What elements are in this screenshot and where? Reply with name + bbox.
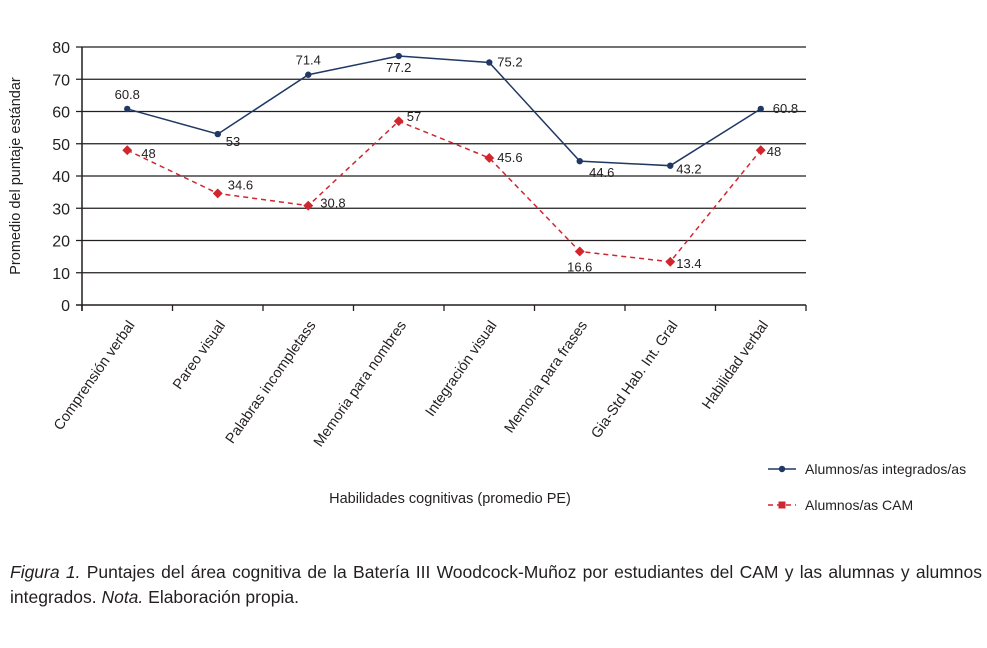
- data-label: 48: [141, 146, 155, 161]
- data-point: [395, 52, 402, 60]
- note-text: Elaboración propia.: [143, 587, 299, 607]
- data-point: [574, 246, 585, 257]
- data-point: [214, 130, 221, 138]
- data-label: 48: [767, 144, 781, 159]
- series-line-cam: [126, 120, 762, 263]
- y-tick-label: 40: [52, 169, 70, 186]
- data-label: 44.6: [589, 165, 614, 180]
- figure-label: Figura 1.: [10, 562, 81, 582]
- data-point: [757, 105, 764, 113]
- x-category-label: Palabras incompletass: [223, 318, 320, 447]
- x-category-label: Memoria para nombres: [311, 318, 410, 450]
- data-label: 43.2: [676, 162, 701, 177]
- data-point: [124, 105, 131, 113]
- x-category-label: Gia-Std Hab. Int. Gral: [588, 318, 681, 441]
- data-point: [665, 256, 676, 267]
- y-tick-label: 70: [52, 72, 70, 89]
- data-label: 53: [226, 134, 240, 149]
- caption-text: Puntajes del área cognitiva de la Baterí…: [10, 562, 983, 607]
- x-category-label: Comprensión verbal: [51, 318, 139, 433]
- y-tick-label: 20: [52, 234, 70, 251]
- data-point: [486, 59, 493, 66]
- data-label: 34.6: [228, 177, 253, 192]
- data-label: 71.4: [296, 53, 321, 68]
- note-label: Nota.: [101, 587, 144, 607]
- x-category-label: Integración visual: [423, 318, 501, 420]
- data-label: 75.2: [497, 54, 522, 69]
- figure-caption: Figura 1. Puntajes del área cognitiva de…: [10, 560, 982, 610]
- data-label: 60.8: [115, 87, 140, 102]
- data-label: 16.6: [567, 259, 592, 274]
- data-label: 45.6: [497, 150, 522, 165]
- legend-label: Alumnos/as CAM: [805, 497, 913, 513]
- y-tick-label: 0: [61, 298, 70, 315]
- data-label: 77.2: [386, 60, 411, 75]
- y-tick-label: 50: [52, 137, 70, 154]
- legend-label: Alumnos/as integrados/as: [805, 461, 966, 477]
- y-axis-title: Promedio del puntaje estándar: [8, 77, 24, 275]
- data-point: [576, 157, 583, 165]
- data-label: 13.4: [676, 256, 701, 271]
- data-point: [303, 200, 314, 211]
- x-category-label: Habilidad verbal: [699, 318, 772, 412]
- x-axis-title: Habilidades cognitivas (promedio PE): [329, 491, 571, 507]
- data-label: 57: [407, 109, 421, 124]
- x-category-label: Memoria para frases: [502, 318, 591, 436]
- data-point: [755, 145, 766, 156]
- data-label: 30.8: [320, 196, 345, 211]
- data-point: [122, 145, 133, 156]
- legend-marker: [778, 501, 786, 509]
- data-point: [484, 152, 495, 163]
- line-chart: 0 10 20 30 40 50 60 70 80 Comprensión verbal Pareo…: [8, 40, 966, 513]
- data-label: 60.8: [773, 101, 798, 116]
- data-point: [212, 188, 223, 199]
- legend-marker: [778, 465, 786, 473]
- series-line-integrados: [127, 55, 762, 167]
- x-category-label: Pareo visual: [170, 318, 229, 393]
- y-tick-label: 30: [52, 201, 70, 218]
- y-tick-label: 10: [52, 266, 70, 283]
- data-point: [667, 162, 674, 169]
- y-tick-label: 60: [52, 105, 70, 122]
- y-tick-label: 80: [52, 40, 70, 57]
- data-point: [305, 71, 312, 78]
